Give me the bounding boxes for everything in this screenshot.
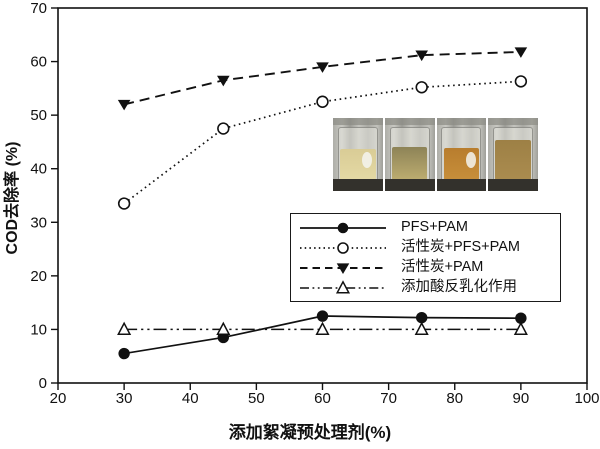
legend-item-3: 活性炭+PAM xyxy=(298,259,556,276)
marker-circle-filled xyxy=(515,312,527,324)
counter-surface xyxy=(384,178,435,191)
marker-circle-filled xyxy=(118,347,130,360)
x-tick-label: 20 xyxy=(50,390,67,407)
photo-background xyxy=(384,118,435,125)
beaker-photo-1 xyxy=(333,118,383,191)
beaker-label-sticker xyxy=(465,152,476,169)
counter-surface xyxy=(436,178,487,191)
beaker-glass xyxy=(493,126,534,187)
legend-label: 添加酸反乳化作用 xyxy=(401,279,517,296)
beaker-liquid xyxy=(495,139,531,184)
x-tick-label: 30 xyxy=(116,390,133,407)
marker-triangle-down-filled xyxy=(514,47,528,58)
marker-circle-open xyxy=(117,197,131,210)
marker-circle-filled xyxy=(316,310,329,322)
x-tick-label: 50 xyxy=(248,390,265,407)
beaker-glass xyxy=(337,126,378,187)
series-2 xyxy=(117,75,528,210)
photo-background xyxy=(488,118,538,125)
x-tick-label: 70 xyxy=(380,390,397,407)
marker-circle-open xyxy=(514,75,528,88)
beaker-photo-inset xyxy=(333,118,538,191)
legend-item-2: 活性炭+PFS+PAM xyxy=(298,239,556,256)
x-tick-label: 90 xyxy=(513,390,530,407)
legend-label: 活性炭+PFS+PAM xyxy=(401,239,520,256)
legend: PFS+PAM 活性炭+PFS+PAM 活性炭+PAM 添加酸反乳化作用 xyxy=(290,213,561,302)
marker-circle-open xyxy=(316,95,329,108)
beaker-glass xyxy=(389,126,430,187)
legend-sample-triangle-up-open xyxy=(300,279,386,294)
marker-triangle-up-open xyxy=(335,279,351,294)
marker-circle-filled xyxy=(415,311,428,324)
marker-triangle-down-filled xyxy=(117,99,131,111)
photo-background xyxy=(436,118,487,125)
y-tick-label: 70 xyxy=(30,0,47,17)
photo-background xyxy=(333,118,383,125)
y-axis: 0 10 20 30 40 50 60 70 xyxy=(30,0,58,392)
series-line xyxy=(123,50,521,106)
legend-item-4: 添加酸反乳化作用 xyxy=(298,279,556,296)
marker-circle-open xyxy=(217,122,230,135)
legend-sample-circle-open xyxy=(300,241,386,254)
beaker-photo-2 xyxy=(384,118,435,191)
y-tick-label: 50 xyxy=(30,107,47,124)
marker-triangle-up-open xyxy=(513,321,528,335)
beaker-photo-4 xyxy=(488,118,538,191)
y-tick-label: 30 xyxy=(30,214,47,231)
beaker-liquid xyxy=(391,146,428,184)
x-axis: 20 30 40 50 60 70 80 90 100 xyxy=(50,383,600,407)
series-4 xyxy=(117,321,528,335)
y-tick-label: 20 xyxy=(30,268,47,285)
y-tick-label: 10 xyxy=(30,321,47,338)
marker-triangle-down-filled xyxy=(217,75,230,87)
counter-surface xyxy=(333,178,383,191)
series-3 xyxy=(117,47,528,111)
marker-circle-filled xyxy=(337,222,349,233)
legend-item-1: PFS+PAM xyxy=(298,219,556,236)
legend-label: 活性炭+PAM xyxy=(401,259,484,276)
legend-label: PFS+PAM xyxy=(401,219,469,236)
y-axis-title: COD去除率 (%) xyxy=(2,142,21,255)
marker-triangle-down-filled xyxy=(336,262,350,274)
x-tick-label: 40 xyxy=(182,390,199,407)
x-tick-label: 80 xyxy=(446,390,463,407)
x-axis-title: 添加絮凝预处理剂(%) xyxy=(229,422,391,442)
y-tick-label: 40 xyxy=(30,161,47,178)
marker-circle-open xyxy=(415,81,428,94)
marker-circle-open xyxy=(337,241,349,254)
counter-surface xyxy=(488,178,538,191)
legend-sample-circle-filled xyxy=(300,222,386,233)
marker-triangle-down-filled xyxy=(415,50,428,62)
beaker-photo-3 xyxy=(436,118,487,191)
beaker-glass xyxy=(441,126,482,187)
legend-sample-triangle-down-filled xyxy=(300,262,386,274)
marker-triangle-up-open xyxy=(117,321,132,335)
beaker-label-sticker xyxy=(362,152,373,169)
marker-triangle-up-open xyxy=(414,321,429,335)
marker-triangle-down-filled xyxy=(316,62,329,73)
x-tick-label: 100 xyxy=(574,390,599,407)
y-tick-label: 60 xyxy=(30,54,47,71)
x-tick-label: 60 xyxy=(314,390,331,407)
y-tick-label: 0 xyxy=(39,375,47,392)
marker-triangle-up-open xyxy=(315,321,330,335)
marker-triangle-up-open xyxy=(216,321,231,335)
